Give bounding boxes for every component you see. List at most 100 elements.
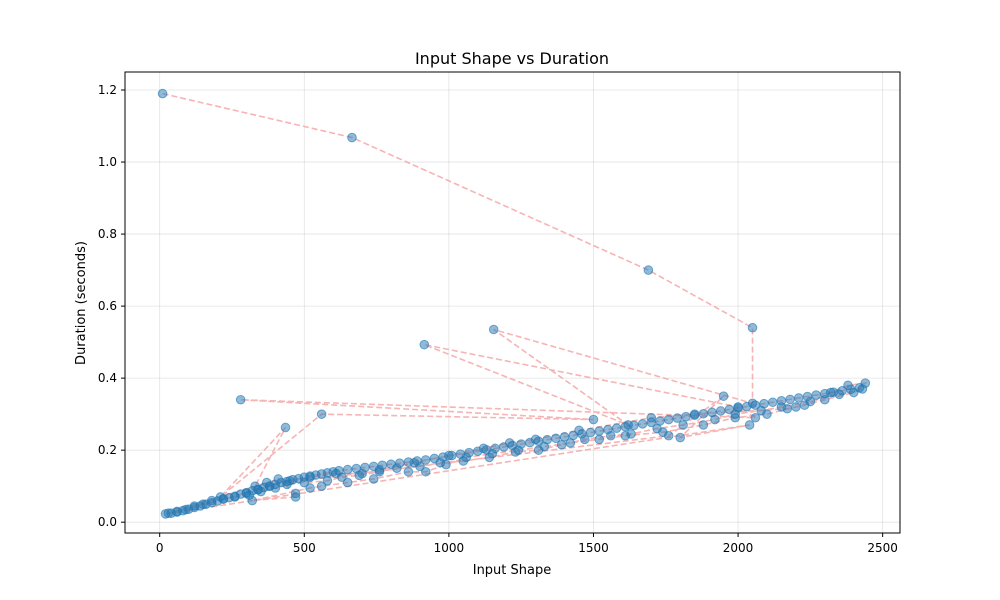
x-tick-label: 1000 [434, 541, 465, 555]
y-tick-label: 0.8 [98, 227, 117, 241]
data-point [626, 429, 636, 439]
y-tick-label: 1.0 [98, 155, 117, 169]
data-point [533, 445, 544, 455]
data-point [843, 380, 853, 391]
data-point [342, 464, 353, 475]
data-point [681, 411, 691, 422]
data-point [698, 408, 709, 419]
data-point [744, 420, 755, 430]
data-point [565, 438, 576, 448]
data-point [689, 409, 700, 419]
data-point [230, 492, 240, 502]
data-point [261, 477, 272, 488]
data-point [504, 438, 515, 448]
data-point [594, 426, 605, 436]
data-point [444, 450, 454, 461]
data-point [392, 463, 402, 473]
x-tick-label: 1500 [578, 541, 609, 555]
y-tick-label: 0.4 [98, 371, 117, 385]
data-point [715, 406, 726, 416]
y-tick-label: 0.0 [98, 515, 117, 529]
data-point [189, 501, 200, 511]
data-point [663, 414, 674, 425]
y-tick-label: 0.6 [98, 299, 117, 313]
y-tick-label: 1.2 [98, 83, 117, 97]
data-point [244, 490, 255, 500]
data-point [235, 394, 246, 405]
data-point [834, 389, 845, 400]
data-point [273, 474, 284, 484]
data-point [419, 339, 430, 350]
data-point [299, 477, 310, 488]
data-point [290, 492, 301, 502]
data-point [337, 472, 347, 482]
data-point [805, 396, 816, 407]
y-axis-label: Duration (seconds) [74, 241, 89, 365]
data-point [198, 499, 208, 509]
data-point [629, 420, 639, 431]
data-point [718, 391, 729, 401]
data-point [637, 419, 648, 429]
data-point [403, 466, 414, 477]
y-axis: 0.0 0.2 0.4 0.6 0.8 1.0 1.2 [98, 83, 125, 529]
data-point [270, 483, 281, 493]
x-axis: 0 500 1000 1500 2000 2500 [156, 533, 898, 555]
data-point [620, 421, 631, 432]
data-point [776, 402, 787, 412]
x-tick-label: 500 [293, 541, 316, 555]
data-point [747, 322, 758, 333]
data-point [305, 483, 315, 493]
data-point [347, 132, 357, 143]
data-point [305, 472, 315, 482]
x-tick-label: 2500 [867, 541, 898, 555]
data-point [218, 493, 229, 504]
data-point [478, 443, 489, 454]
data-point [282, 479, 292, 490]
chart-grid [125, 72, 900, 533]
x-tick-label: 2000 [723, 541, 754, 555]
data-point [316, 481, 327, 491]
data-point [857, 384, 868, 394]
data-point [652, 423, 662, 434]
data-point [316, 409, 327, 419]
data-point [354, 470, 365, 481]
y-tick-label: 0.2 [98, 443, 117, 457]
data-point [530, 434, 541, 445]
x-axis-label: Input Shape [473, 563, 552, 578]
data-point [710, 414, 720, 425]
data-point [793, 393, 804, 403]
data-point [163, 508, 174, 518]
data-point [848, 387, 859, 398]
data-point [646, 412, 657, 423]
data-point [785, 394, 795, 405]
data-point [435, 457, 446, 468]
data-point [458, 456, 469, 466]
data-point [820, 394, 830, 405]
data-point [750, 412, 761, 423]
data-point [730, 409, 740, 419]
data-point [606, 430, 616, 441]
data-point [256, 486, 266, 497]
data-point [594, 434, 605, 445]
data-point [374, 466, 385, 477]
x-tick-label: 0 [156, 541, 164, 555]
data-point [172, 506, 182, 517]
data-point [157, 88, 168, 99]
data-point [368, 474, 379, 484]
data-point [574, 425, 584, 436]
data-point [415, 461, 425, 472]
data-points [157, 88, 871, 519]
data-point [420, 466, 431, 477]
data-point [579, 434, 590, 445]
data-point [180, 504, 191, 515]
data-point [678, 420, 688, 430]
data-point [322, 475, 333, 486]
data-point [611, 423, 622, 433]
data-point [556, 439, 567, 450]
data-point [488, 324, 499, 335]
data-point [484, 452, 495, 463]
data-point [698, 420, 709, 430]
data-point [510, 447, 521, 457]
data-point [756, 405, 766, 416]
